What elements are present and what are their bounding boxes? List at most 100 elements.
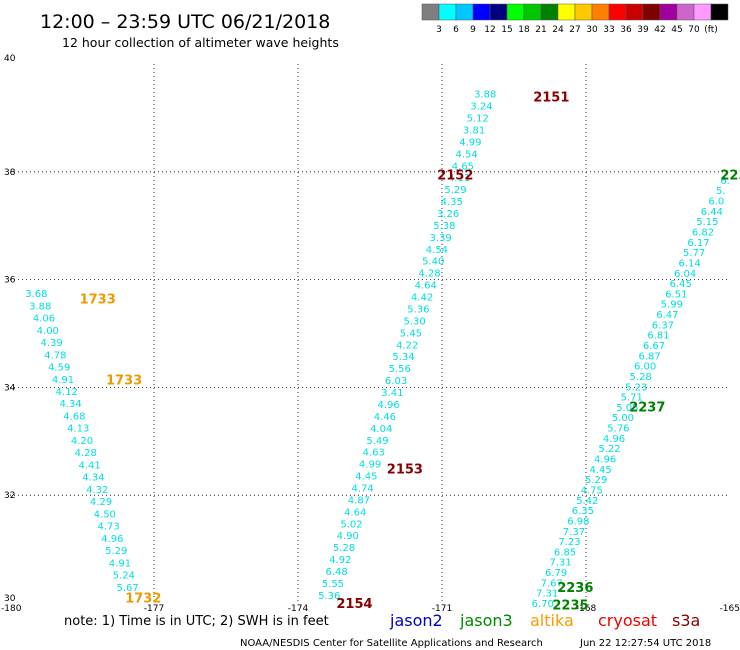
wave-height-value: 5. [716,186,726,197]
wave-height-value: 4.65 [452,161,474,172]
wave-height-value: 4.39 [40,338,62,349]
wave-height-value: 4.22 [396,340,418,351]
color-swatch [591,3,610,21]
wave-height-value: 4.63 [363,448,385,459]
color-swatch [676,3,695,21]
wave-height-value: 5.02 [340,519,362,530]
wave-height-value: 6.48 [325,567,347,578]
wave-height-value: 6.00 [634,362,656,373]
wave-height-value: 5.76 [607,424,629,435]
satellite-tracks: 3.683.884.064.004.394.784.594.914.124.34… [25,90,730,610]
wave-height-value: 4.96 [594,455,616,466]
wave-height-value: 6.82 [692,227,714,238]
wave-height-value: 4.92 [329,555,351,566]
color-scale-label: 18 [518,25,530,35]
wave-height-value: 4.96 [377,400,399,411]
latitude-tick-label: 30 [4,594,16,604]
wave-height-value: 6.03 [385,376,407,387]
wave-height-value: 4.35 [441,197,463,208]
wave-height-value: 6.0 [708,197,724,208]
wave-height-value: 4.96 [603,434,625,445]
wave-height-value: 5.28 [333,543,355,554]
wave-height-value: 5.29 [444,185,466,196]
wave-height-value: 3.88 [474,90,496,101]
wave-height-value: 5.38 [433,221,455,232]
wave-height-value: 4.91 [52,375,74,386]
pass-time-label: 1733 [80,292,116,307]
wave-height-value: 7.37 [563,527,585,538]
pass-time-label: 2151 [533,90,569,105]
color-swatch [523,3,542,21]
wave-height-value: 4.13 [67,424,89,435]
map-subtitle: 12 hour collection of altimeter wave hei… [62,35,339,50]
wave-height-value: 6.45 [670,279,692,290]
wave-height-value: 5.49 [366,436,388,447]
color-swatch [489,3,508,21]
wave-height-value: 6.87 [638,351,660,362]
wave-height-value: 7.67 [541,578,563,589]
color-scale-label: 3 [436,25,442,35]
color-scale-label: 21 [535,25,546,35]
longitude-tick-label: -177 [144,604,164,614]
pass-time-label: 2235 [552,599,588,614]
longitude-tick-label: -180 [1,604,22,614]
wave-height-value: 5.30 [403,316,425,327]
wave-height-value: 7.23 [558,537,580,548]
wave-height-value: 5.67 [116,583,138,594]
wave-height-value: 4.87 [348,495,370,506]
latitude-tick-label: 34 [4,383,16,393]
wave-height-value: 7.31 [549,558,571,569]
color-swatch [557,3,576,21]
longitude-tick-label: -168 [576,604,597,614]
wave-height-value: 4.34 [59,399,81,410]
color-scale-label: (ft) [704,25,718,35]
wave-height-value: 4.28 [75,448,97,459]
pass-time-label: 1733 [106,373,142,388]
wave-height-value: 5.28 [630,372,652,383]
color-swatch [659,3,678,21]
wave-height-value: 5.00 [612,413,634,424]
wave-height-value: 4.34 [82,473,104,484]
pass-time-label: 1732 [125,592,161,607]
wave-height-value: 6.98 [567,516,589,527]
wave-height-value: 7.31 [536,589,558,600]
wave-height-value: 4.04 [370,424,392,435]
color-scale-label: 36 [620,25,632,35]
wave-height-value: 4.78 [44,350,66,361]
wave-height-value: 6.85 [554,547,576,558]
color-swatch [608,3,627,21]
color-scale-label: 6 [453,25,459,35]
wave-height-value: 6.35 [572,506,594,517]
color-swatch [710,3,729,21]
wave-height-value: 6.17 [687,238,709,249]
wave-height-value: 4.50 [94,509,116,520]
footer-note: note: 1) Time is in UTC; 2) SWH is in fe… [64,614,329,629]
wave-height-value: 6.44 [701,207,723,218]
pass-time-label: 2237 [629,400,665,415]
wave-height-value: 4.45 [355,472,377,483]
footer-credit: NOAA/NESDIS Center for Satellite Applica… [240,638,543,649]
footer-timestamp: Jun 22 12:27:54 UTC 2018 [579,638,711,649]
latitude-tick-label: 32 [4,491,15,501]
longitude-tick-label: -165 [720,604,740,614]
color-scale-label: 39 [637,25,649,35]
color-scale-label: 70 [688,25,700,35]
wave-height-value: 3.24 [470,102,492,113]
color-scale-label: 33 [603,25,614,35]
wave-height-value: 3.81 [463,125,485,136]
wave-height-value: 6.37 [652,320,674,331]
wave-height-value: 5.99 [661,300,683,311]
wave-height-value: 5.56 [389,364,411,375]
pass-time-label: 2236 [557,581,593,596]
color-scale-label: 15 [501,25,512,35]
wave-height-value: 4.64 [415,281,437,292]
wave-height-value: 4.99 [459,137,481,148]
wave-height-value: 6.67 [643,341,665,352]
lat-lon-grid [10,64,730,603]
pass-time-label: 2154 [336,597,372,612]
wave-height-value: 5.15 [696,217,718,228]
color-scale-legend: 3 6 9 12 15 18 21 24 27 30 33 36 39 42 45 70 (ft) [421,3,729,35]
wave-height-value: 4.64 [344,507,366,518]
wave-height-value: 6.81 [647,331,669,342]
